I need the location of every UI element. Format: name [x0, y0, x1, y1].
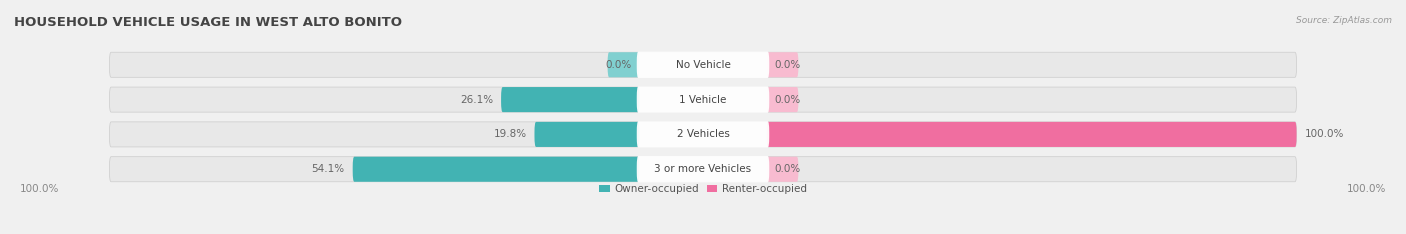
Text: HOUSEHOLD VEHICLE USAGE IN WEST ALTO BONITO: HOUSEHOLD VEHICLE USAGE IN WEST ALTO BON… [14, 16, 402, 29]
Legend: Owner-occupied, Renter-occupied: Owner-occupied, Renter-occupied [595, 180, 811, 199]
FancyBboxPatch shape [607, 52, 640, 77]
Text: 1 Vehicle: 1 Vehicle [679, 95, 727, 105]
FancyBboxPatch shape [501, 87, 640, 112]
FancyBboxPatch shape [766, 52, 799, 77]
FancyBboxPatch shape [637, 121, 769, 148]
FancyBboxPatch shape [766, 157, 799, 182]
FancyBboxPatch shape [637, 156, 769, 183]
Text: No Vehicle: No Vehicle [675, 60, 731, 70]
Text: 26.1%: 26.1% [460, 95, 494, 105]
FancyBboxPatch shape [353, 157, 640, 182]
Text: 0.0%: 0.0% [775, 60, 801, 70]
FancyBboxPatch shape [637, 86, 769, 113]
Text: 54.1%: 54.1% [312, 164, 344, 174]
FancyBboxPatch shape [766, 122, 1296, 147]
Text: 0.0%: 0.0% [605, 60, 631, 70]
Text: 100.0%: 100.0% [20, 184, 59, 194]
Text: 100.0%: 100.0% [1347, 184, 1386, 194]
Text: 100.0%: 100.0% [1305, 129, 1344, 139]
Text: 0.0%: 0.0% [775, 95, 801, 105]
Text: 0.0%: 0.0% [775, 164, 801, 174]
FancyBboxPatch shape [637, 51, 769, 78]
FancyBboxPatch shape [110, 157, 1296, 182]
FancyBboxPatch shape [534, 122, 640, 147]
Text: 2 Vehicles: 2 Vehicles [676, 129, 730, 139]
Text: 3 or more Vehicles: 3 or more Vehicles [654, 164, 752, 174]
Text: Source: ZipAtlas.com: Source: ZipAtlas.com [1296, 16, 1392, 25]
FancyBboxPatch shape [110, 122, 1296, 147]
FancyBboxPatch shape [110, 87, 1296, 112]
FancyBboxPatch shape [110, 52, 1296, 77]
Text: 19.8%: 19.8% [494, 129, 526, 139]
FancyBboxPatch shape [766, 87, 799, 112]
